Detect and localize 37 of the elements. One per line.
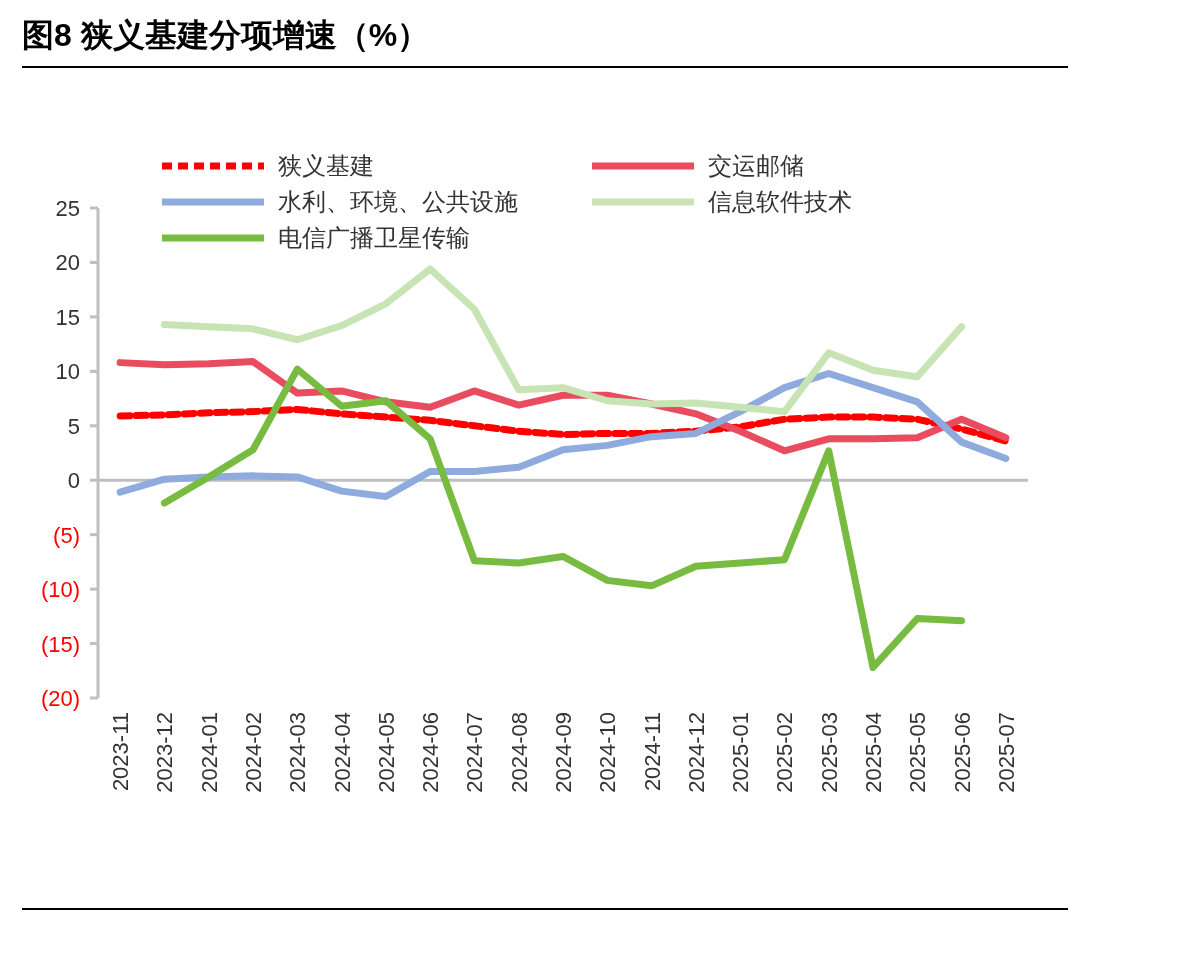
y-tick-label: 20 xyxy=(55,250,80,276)
x-tick-label: 2023-11 xyxy=(108,712,134,792)
x-tick-label: 2025-04 xyxy=(861,712,886,793)
x-tick-label: 2025-03 xyxy=(816,712,842,793)
y-tick-label: (5) xyxy=(53,522,80,548)
x-tick-label: 2024-12 xyxy=(683,712,709,793)
legend-label: 信息软件技术 xyxy=(708,187,852,217)
legend-label: 狭义基建 xyxy=(278,151,374,181)
x-tick-label: 2024-11 xyxy=(639,712,665,792)
x-tick-label: 2024-09 xyxy=(551,712,576,793)
x-tick-label: 2024-03 xyxy=(285,712,311,793)
chart-title: 图8 狭义基建分项增速（%） xyxy=(22,14,1068,68)
y-tick-label: 0 xyxy=(67,468,80,494)
y-tick-label: 5 xyxy=(67,413,80,439)
y-tick-label: 10 xyxy=(55,359,80,385)
y-tick-label: (10) xyxy=(40,577,80,603)
legend-label: 电信广播卫星传输 xyxy=(278,223,470,253)
x-tick-label: 2024-08 xyxy=(506,712,532,793)
x-tick-label: 2024-05 xyxy=(373,712,399,793)
y-tick-label: 25 xyxy=(55,196,80,221)
y-tick-label: (20) xyxy=(40,686,80,711)
legend-label: 水利、环境、公共设施 xyxy=(278,187,518,217)
x-tick-label: 2024-01 xyxy=(196,712,222,793)
legend-label: 交运邮储 xyxy=(708,151,804,181)
y-tick-label: (15) xyxy=(40,631,80,657)
x-tick-label: 2025-06 xyxy=(949,712,975,793)
x-tick-label: 2024-10 xyxy=(595,712,621,793)
x-tick-label: 2024-02 xyxy=(241,712,266,793)
x-tick-label: 2025-07 xyxy=(993,712,1019,793)
x-tick-label: 2025-05 xyxy=(905,712,931,793)
x-tick-label: 2025-02 xyxy=(772,712,798,793)
x-tick-label: 2023-12 xyxy=(152,712,178,793)
x-tick-label: 2024-07 xyxy=(462,712,488,793)
x-tick-label: 2024-04 xyxy=(329,712,355,793)
x-tick-label: 2024-06 xyxy=(418,712,444,793)
y-tick-label: 15 xyxy=(55,304,80,330)
x-tick-label: 2025-01 xyxy=(728,712,754,793)
